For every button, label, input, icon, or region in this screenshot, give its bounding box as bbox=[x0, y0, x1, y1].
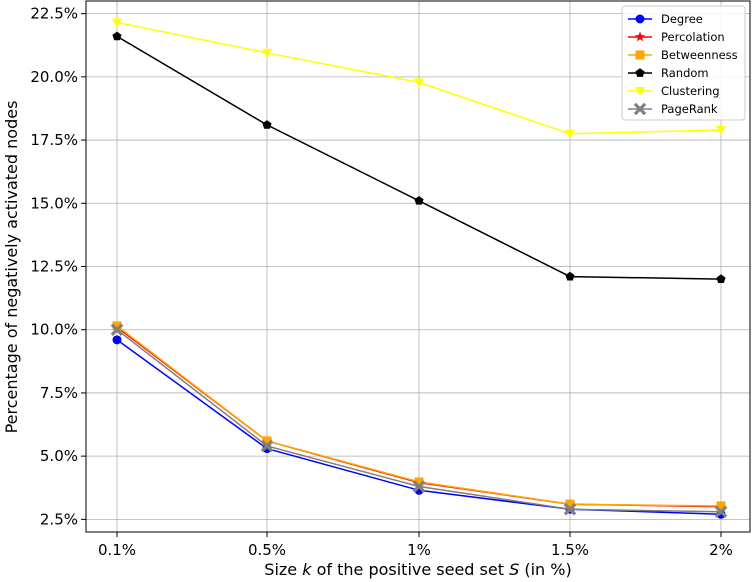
x-axis-label-k: k bbox=[302, 560, 312, 579]
data-point-pagerank bbox=[714, 505, 728, 519]
y-tick-label: 17.5% bbox=[30, 131, 78, 149]
legend-item-percolation: Percolation bbox=[628, 30, 725, 44]
data-point-betweenness bbox=[716, 501, 726, 511]
x-tick-label: 1% bbox=[407, 541, 431, 559]
data-point-random bbox=[565, 271, 575, 281]
data-point-random bbox=[262, 120, 272, 129]
legend-label: Percolation bbox=[661, 30, 725, 44]
x-axis-label-prefix: Size bbox=[264, 560, 302, 579]
x-axis-label: Size k of the positive seed set S (in %) bbox=[264, 560, 571, 579]
axis-ticks: 0.1% 0.5% 1% 1.5% 2% 2.5% 5.0% 7.5% 10.0% 12.5% 15… bbox=[30, 5, 733, 559]
data-point-pagerank bbox=[110, 323, 124, 336]
data-point-clustering bbox=[565, 129, 575, 139]
data-point-degree bbox=[112, 335, 122, 345]
legend-box bbox=[621, 5, 746, 121]
y-tick-label: 20.0% bbox=[30, 68, 78, 86]
data-point-pagerank bbox=[412, 480, 426, 493]
legend-label: Random bbox=[661, 66, 709, 80]
data-point-random bbox=[716, 274, 726, 283]
y-tick-label: 12.5% bbox=[30, 258, 78, 276]
legend-item-random: Random bbox=[628, 66, 709, 80]
x-tick-label: 2% bbox=[709, 541, 733, 559]
y-tick-label: 10.0% bbox=[30, 321, 78, 339]
legend-marker-clustering bbox=[635, 87, 645, 96]
data-point-betweenness bbox=[565, 499, 575, 509]
x-axis-label-middle: of the positive seed set bbox=[312, 560, 510, 579]
legend-marker-betweenness bbox=[635, 50, 645, 60]
legend-item-degree: Degree bbox=[628, 12, 703, 26]
data-point-clustering bbox=[716, 125, 726, 135]
legend-label: Clustering bbox=[661, 84, 720, 98]
legend-marker-percolation bbox=[634, 31, 646, 42]
x-tick-label: 0.1% bbox=[98, 541, 136, 559]
x-axis-label-suffix: (in %) bbox=[519, 560, 571, 579]
legend: Degree Percolation Betweenness Random Cluste… bbox=[621, 5, 746, 121]
x-tick-label: 1.5% bbox=[551, 541, 589, 559]
legend-label: Betweenness bbox=[661, 48, 738, 62]
y-tick-label: 7.5% bbox=[40, 384, 78, 402]
legend-item-betweenness: Betweenness bbox=[628, 48, 738, 62]
legend-item-clustering: Clustering bbox=[628, 84, 720, 98]
legend-marker-random bbox=[635, 68, 645, 77]
data-point-betweenness bbox=[112, 321, 122, 331]
y-tick-label: 2.5% bbox=[40, 510, 78, 528]
data-point-clustering bbox=[112, 18, 122, 28]
y-tick-label: 22.5% bbox=[30, 5, 78, 23]
y-tick-label: 15.0% bbox=[30, 194, 78, 212]
legend-label: Degree bbox=[661, 12, 703, 26]
series-betweenness bbox=[112, 321, 726, 511]
series-pagerank bbox=[110, 323, 728, 519]
series-lines bbox=[110, 18, 728, 519]
legend-marker-degree bbox=[635, 14, 645, 24]
data-point-pagerank bbox=[563, 502, 577, 516]
data-point-betweenness bbox=[262, 436, 272, 446]
legend-label: PageRank bbox=[661, 102, 718, 116]
data-point-betweenness bbox=[414, 477, 424, 487]
data-point-random bbox=[414, 196, 424, 205]
data-point-random bbox=[112, 31, 122, 41]
legend-item-pagerank: PageRank bbox=[628, 102, 718, 116]
y-axis-label: Percentage of negatively activated nodes bbox=[2, 101, 21, 434]
data-point-pagerank bbox=[260, 439, 274, 453]
y-tick-label: 5.0% bbox=[40, 447, 78, 465]
series-clustering bbox=[112, 18, 726, 139]
series-random bbox=[112, 31, 726, 283]
x-axis-label-s: S bbox=[509, 560, 519, 579]
x-tick-label: 0.5% bbox=[248, 541, 286, 559]
data-point-clustering bbox=[414, 78, 424, 88]
legend-marker-pagerank bbox=[633, 102, 647, 116]
data-point-clustering bbox=[262, 48, 272, 58]
